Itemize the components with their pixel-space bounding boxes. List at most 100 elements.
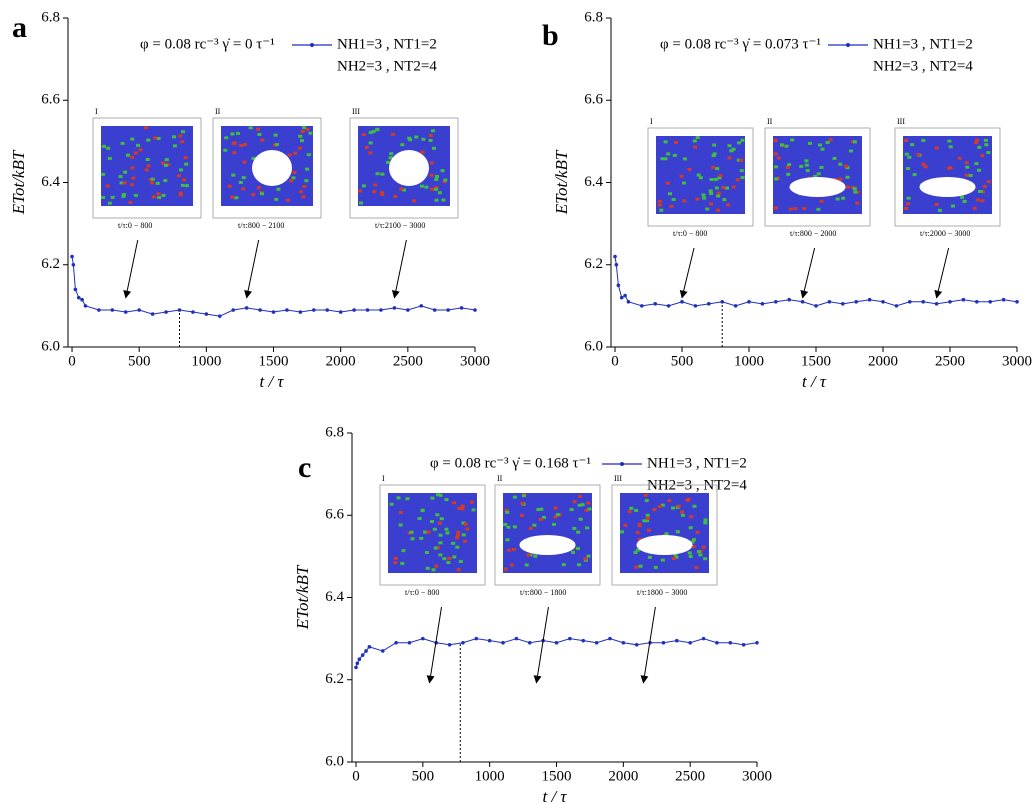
y-tick-label: 6.6 [584,92,603,108]
inset-particle [138,148,143,152]
inset-particle [585,526,590,530]
data-point [616,283,621,288]
inset-particle [634,508,639,512]
inset-particle [241,176,246,180]
inset-particle [808,141,813,145]
inset-particle [434,198,439,202]
inset-particle [832,156,837,160]
legend-note: NH2=3 , NT2=4 [873,58,973,74]
inset-hole [636,535,693,555]
inset-particle [711,154,716,158]
inset-frame [611,484,718,586]
legend-label: NH1=3 , NT1=2 [337,36,437,52]
inset-particle [456,530,461,534]
inset-label: II [497,474,503,483]
inset-particle [804,159,809,163]
inset-particle [950,204,955,208]
inset-particle [121,193,126,197]
data-point [354,665,358,670]
data-point [787,297,792,302]
inset-frame [92,117,202,219]
inset-particle [788,207,793,211]
inset-particle [434,564,439,568]
inset-particle [521,494,526,498]
inset-particle [528,526,533,530]
inset-particle [227,184,232,188]
inset-particle [251,193,256,197]
inset-particle [701,193,706,197]
inset-particle [682,181,687,185]
inset-particle [716,191,721,195]
inset-particle [230,132,235,136]
inset-particle [298,190,303,194]
y-tick-label: 6.0 [325,753,344,769]
inset-particle [435,493,440,497]
inset-particle [698,553,703,557]
inset-particle [385,160,390,164]
inset-particle [575,546,580,550]
legend-marker [620,462,624,466]
inset-particle [687,167,692,171]
x-tick-label: 2500 [393,353,423,369]
y-axis-label: ETot/kBT [293,564,312,630]
inset-particle [460,504,465,508]
inset-particle [289,179,294,183]
inset-particle [968,173,973,177]
inset-particle [504,508,509,512]
inset-particle [852,187,857,191]
x-tick-label: 1500 [259,353,289,369]
data-point [271,310,276,314]
inset-particle [586,554,591,558]
data-point [487,638,492,643]
inset-particle [184,162,189,166]
inset-particle [465,527,470,531]
inset-particle [692,504,697,508]
inset-particle [431,146,436,150]
inset-particle [642,519,647,523]
inset-particle [849,149,854,153]
inset-particle [512,525,517,529]
inset-particle [620,530,625,534]
legend-note: NH2=3 , NT2=4 [647,477,747,493]
inset-particle [660,157,665,161]
data-point [501,640,505,645]
inset-particle [980,199,985,203]
inset-particle [375,127,380,131]
inset-particle [705,207,710,211]
inset-particle [411,199,416,203]
inset-particle [419,184,424,188]
inset-particle [236,131,241,135]
inset-particle [301,195,306,199]
inset-particle [774,165,779,169]
inset-particle [627,510,632,514]
inset-particle [136,143,141,147]
inset-particle [962,199,967,203]
data-point [123,310,128,314]
inset-particle [125,153,130,157]
inset-particle [973,141,978,145]
inset-particle [695,136,700,140]
inset-particle [693,145,698,149]
inset-particle [164,158,169,162]
inset-particle [256,186,261,190]
inset-particle [428,133,433,137]
inset-particle [934,146,939,150]
inset-particle [773,139,778,143]
inset-particle [623,523,628,527]
inset-particle [223,148,228,152]
inset-particle [441,198,446,202]
inset-particle [430,187,435,191]
inset-particle [690,540,695,544]
inset-particle [583,557,588,561]
inset-particle [709,191,714,195]
data-point [97,308,101,312]
inset-particle [672,153,677,157]
inset-particle [178,134,183,138]
inset-particle [731,185,736,189]
inset-particle [657,199,662,203]
inset-particle [691,538,696,542]
y-tick-label: 6.2 [325,671,344,687]
inset-particle [978,190,983,194]
data-point [755,640,759,645]
inset-particle [430,129,435,133]
